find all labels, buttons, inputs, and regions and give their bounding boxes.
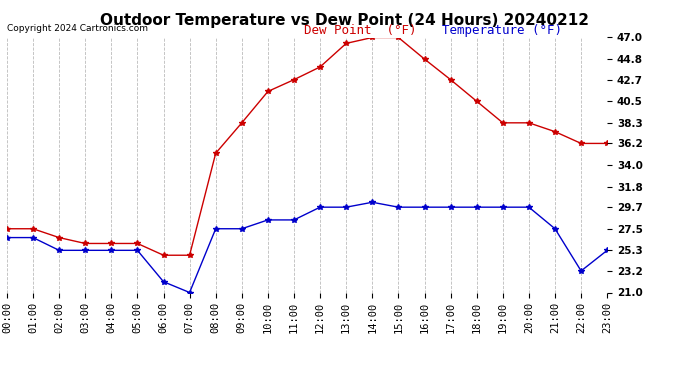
Text: Outdoor Temperature vs Dew Point (24 Hours) 20240212: Outdoor Temperature vs Dew Point (24 Hou… bbox=[101, 13, 589, 28]
Text: Copyright 2024 Cartronics.com: Copyright 2024 Cartronics.com bbox=[7, 24, 148, 33]
Text: Temperature (°F): Temperature (°F) bbox=[442, 24, 562, 38]
Text: Dew Point  (°F): Dew Point (°F) bbox=[304, 24, 416, 38]
